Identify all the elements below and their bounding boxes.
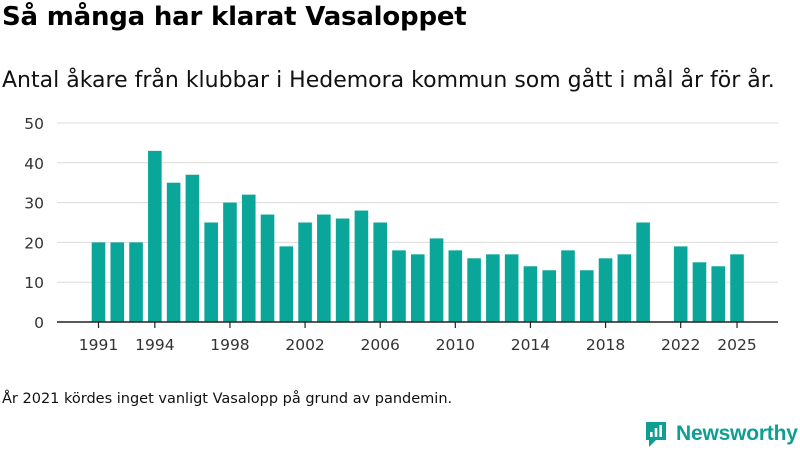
bar-2023 — [692, 262, 707, 322]
bars — [91, 150, 744, 322]
x-tick-label: 2010 — [436, 336, 475, 354]
y-tick-label: 0 — [34, 314, 44, 332]
bar-2015 — [542, 270, 557, 322]
brand-logo: Newsworthy — [644, 420, 798, 448]
bar-1995 — [166, 182, 181, 322]
x-tick-label: 2014 — [511, 336, 550, 354]
bar-2024 — [711, 266, 726, 322]
bar-2008 — [410, 254, 425, 322]
bar-2020 — [636, 222, 650, 322]
x-tick-label: 2025 — [717, 336, 756, 354]
bar-1999 — [241, 194, 256, 322]
bar-2022 — [673, 246, 688, 322]
bar-1994 — [148, 150, 162, 322]
y-axis: 0 10 20 30 40 50 — [24, 115, 44, 332]
y-tick-label: 20 — [24, 234, 44, 252]
bar-2019 — [617, 254, 632, 322]
bar-2006 — [373, 222, 387, 322]
x-tick-label: 2018 — [586, 336, 625, 354]
bar-2005 — [354, 210, 369, 322]
x-tick-label: 1994 — [135, 336, 174, 354]
bar-2000 — [260, 214, 275, 322]
bar-2003 — [317, 214, 331, 322]
chart-title: Så många har klarat Vasaloppet — [2, 2, 467, 32]
y-tick-label: 50 — [24, 115, 44, 133]
bar-2007 — [392, 250, 406, 322]
bar-1991 — [91, 242, 106, 322]
bar-2016 — [561, 250, 575, 322]
bar-1996 — [185, 174, 200, 322]
x-tick-label: 2002 — [285, 336, 324, 354]
footnote: År 2021 kördes inget vanligt Vasalopp på… — [2, 391, 453, 407]
y-tick-label: 10 — [24, 274, 44, 292]
bar-1998 — [223, 202, 237, 322]
y-tick-label: 30 — [24, 195, 44, 213]
chart-subtitle: Antal åkare från klubbar i Hedemora komm… — [2, 68, 775, 93]
bar-2004 — [335, 218, 350, 322]
y-tick-label: 40 — [24, 155, 44, 173]
newsworthy-logo-icon — [646, 422, 666, 447]
bar-2013 — [504, 254, 519, 322]
x-tick-label: 2022 — [661, 336, 700, 354]
x-tick-label: 1998 — [210, 336, 249, 354]
bar-2014 — [523, 266, 538, 322]
bar-1992 — [110, 242, 125, 322]
x-tick-label: 2006 — [360, 336, 399, 354]
bar-2025 — [730, 254, 744, 322]
x-axis: 1991 1994 1998 2002 2006 2010 2014 2018 2022 2025 — [57, 321, 778, 354]
bar-2018 — [598, 258, 613, 322]
bar-2017 — [579, 270, 594, 322]
bar-1997 — [204, 222, 218, 322]
bar-2009 — [429, 238, 444, 322]
x-tick-label: 1991 — [79, 336, 118, 354]
brand-name: Newsworthy — [676, 422, 798, 445]
bar-2011 — [467, 258, 481, 322]
bar-chart: 0 10 20 30 40 50 1991 1994 1998 2002 2006 2010 2014… — [24, 115, 778, 354]
bar-2002 — [298, 222, 312, 322]
bar-2001 — [279, 246, 294, 322]
bar-2012 — [486, 254, 500, 322]
bar-1993 — [129, 242, 143, 322]
bar-2010 — [448, 250, 463, 322]
